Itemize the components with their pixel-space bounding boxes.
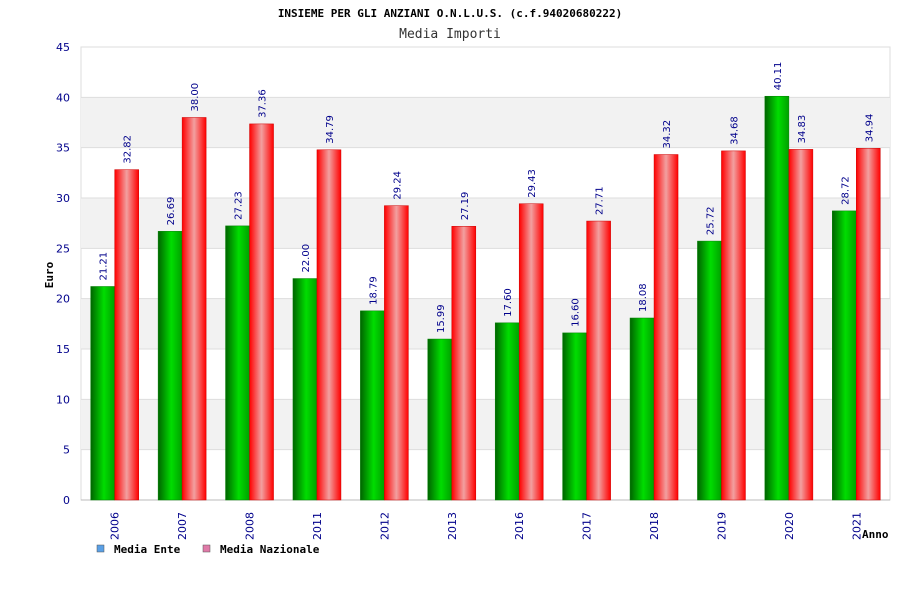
bar <box>292 278 318 501</box>
x-tick-label: 2020 <box>783 512 796 540</box>
data-label: 28.72 <box>840 176 851 205</box>
bar <box>764 95 790 501</box>
bar <box>384 205 409 501</box>
bar <box>494 322 520 501</box>
x-axis-label: Anno <box>862 528 889 541</box>
x-tick-label: 2012 <box>378 512 391 540</box>
bar <box>788 149 814 501</box>
x-tick-label: 2013 <box>446 512 459 540</box>
value-labels: 21.21 32.82 26.69 38.00 27.23 37.36 22.00 34.79… <box>99 62 876 333</box>
chart-title: INSIEME PER GLI ANZIANI O.N.L.U.S. (c.f.… <box>278 7 622 20</box>
bar <box>629 317 655 501</box>
bar <box>721 150 746 501</box>
legend-label-media-nazionale: Media Nazionale <box>220 543 320 556</box>
bar <box>451 226 477 501</box>
legend-swatch-media-nazionale <box>202 544 211 553</box>
x-tick-label: 2016 <box>513 512 526 540</box>
x-tick-label: 2017 <box>581 512 594 540</box>
y-axis-label: Euro <box>43 261 56 288</box>
plot-background <box>80 46 891 501</box>
legend-swatch-media-ente <box>96 544 105 553</box>
data-label: 17.60 <box>503 288 514 317</box>
bar <box>586 220 611 501</box>
data-label: 26.69 <box>166 197 177 226</box>
y-tick-label: 30 <box>56 192 70 205</box>
data-label: 27.71 <box>595 186 606 215</box>
data-label: 29.43 <box>527 169 538 198</box>
bar <box>181 117 207 501</box>
bars <box>90 95 881 501</box>
grid-band <box>81 97 890 148</box>
bar <box>427 338 453 501</box>
grid-band <box>81 198 890 249</box>
y-tick-label: 20 <box>56 293 70 306</box>
bar <box>90 286 115 501</box>
bar <box>316 149 342 501</box>
y-axis-ticks: 0 5 10 15 20 25 30 35 40 45 <box>56 41 70 507</box>
data-label: 25.72 <box>705 206 716 235</box>
data-label: 27.19 <box>460 192 471 221</box>
y-tick-label: 15 <box>56 343 70 356</box>
data-label: 18.79 <box>368 276 379 305</box>
y-tick-label: 35 <box>56 142 70 155</box>
data-label: 34.94 <box>864 114 875 143</box>
data-label: 21.21 <box>99 252 110 281</box>
data-label: 34.68 <box>729 116 740 145</box>
x-axis-ticks: 2006 2007 2008 2011 2012 2013 2016 2017 2018 2019… <box>109 512 864 540</box>
y-tick-label: 40 <box>56 91 70 104</box>
bar <box>562 332 587 501</box>
data-label: 18.08 <box>638 283 649 312</box>
data-label: 16.60 <box>571 298 582 327</box>
y-tick-label: 10 <box>56 393 70 406</box>
bar <box>360 310 385 501</box>
x-tick-label: 2008 <box>244 512 257 540</box>
data-label: 40.11 <box>773 62 784 91</box>
x-tick-label: 2007 <box>176 512 189 540</box>
data-label: 37.36 <box>258 89 269 118</box>
y-tick-label: 45 <box>56 41 70 54</box>
data-label: 15.99 <box>436 304 447 333</box>
grid-band <box>81 399 890 450</box>
data-label: 34.83 <box>797 115 808 144</box>
y-tick-label: 25 <box>56 242 70 255</box>
data-label: 22.00 <box>301 244 312 273</box>
bar <box>114 169 139 501</box>
x-tick-label: 2019 <box>715 512 728 540</box>
bar <box>157 231 183 501</box>
bar <box>518 203 544 501</box>
legend-label-media-ente: Media Ente <box>114 543 181 556</box>
legend: Media Ente Media Nazionale <box>96 543 320 556</box>
x-tick-label: 2011 <box>311 512 324 540</box>
x-tick-label: 2021 <box>850 512 863 540</box>
grid-band <box>81 298 890 349</box>
x-tick-label: 2018 <box>648 512 661 540</box>
y-tick-label: 0 <box>63 494 70 507</box>
x-tick-label: 2006 <box>109 512 122 540</box>
bar <box>653 154 679 501</box>
bar <box>856 148 881 501</box>
data-label: 34.79 <box>325 115 336 144</box>
data-label: 29.24 <box>392 171 403 200</box>
bar <box>697 240 722 501</box>
bar <box>832 210 857 501</box>
data-label: 38.00 <box>190 83 201 112</box>
y-tick-label: 5 <box>63 444 70 457</box>
data-label: 32.82 <box>123 135 134 164</box>
bar <box>249 123 274 501</box>
data-label: 27.23 <box>234 191 245 220</box>
bar <box>225 225 250 501</box>
data-label: 34.32 <box>662 120 673 149</box>
gridlines <box>81 46 890 501</box>
chart-subtitle: Media Importi <box>399 27 501 42</box>
